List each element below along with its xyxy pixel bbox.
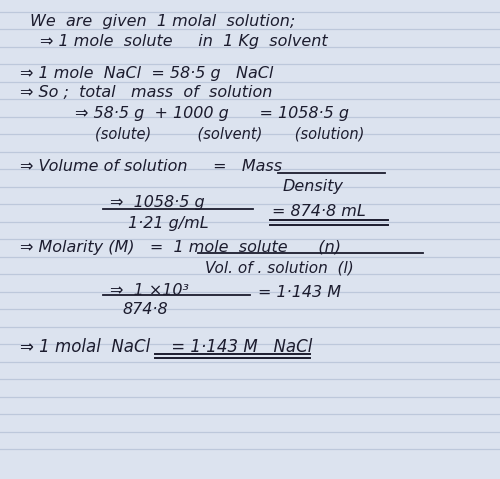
Text: ⇒ 58·5 g  + 1000 g      = 1058·5 g: ⇒ 58·5 g + 1000 g = 1058·5 g bbox=[75, 106, 349, 121]
Text: Density: Density bbox=[282, 179, 344, 194]
Text: 874·8: 874·8 bbox=[122, 302, 168, 317]
Text: ⇒  1 ×10³: ⇒ 1 ×10³ bbox=[110, 283, 189, 297]
Text: ⇒ 1 mole  NaCl  = 58·5 g   NaCl: ⇒ 1 mole NaCl = 58·5 g NaCl bbox=[20, 66, 274, 80]
Text: ⇒ 1 mole  solute     in  1 Kg  solvent: ⇒ 1 mole solute in 1 Kg solvent bbox=[40, 34, 328, 48]
Text: ⇒  1058·5 g: ⇒ 1058·5 g bbox=[110, 195, 204, 210]
Text: = 1·143 M: = 1·143 M bbox=[258, 285, 340, 300]
Text: ⇒ So ;  total   mass  of  solution: ⇒ So ; total mass of solution bbox=[20, 85, 272, 100]
Text: = 874·8 mL: = 874·8 mL bbox=[272, 204, 366, 218]
Text: (solute)          (solvent)       (solution): (solute) (solvent) (solution) bbox=[95, 127, 364, 142]
Text: We  are  given  1 molal  solution;: We are given 1 molal solution; bbox=[30, 14, 295, 29]
Text: ⇒ 1 molal  NaCl    = 1·143 M   NaCl: ⇒ 1 molal NaCl = 1·143 M NaCl bbox=[20, 338, 312, 356]
Text: Vol. of . solution  (l): Vol. of . solution (l) bbox=[205, 260, 354, 275]
Text: ⇒ Molarity (M)   =  1 mole  solute      (n): ⇒ Molarity (M) = 1 mole solute (n) bbox=[20, 240, 341, 255]
Text: ⇒ Volume of solution     =   Mass: ⇒ Volume of solution = Mass bbox=[20, 159, 282, 174]
Text: 1·21 g/mL: 1·21 g/mL bbox=[128, 216, 208, 230]
